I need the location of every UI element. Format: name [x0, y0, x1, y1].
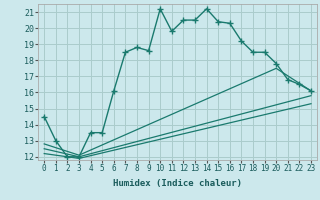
X-axis label: Humidex (Indice chaleur): Humidex (Indice chaleur)	[113, 179, 242, 188]
